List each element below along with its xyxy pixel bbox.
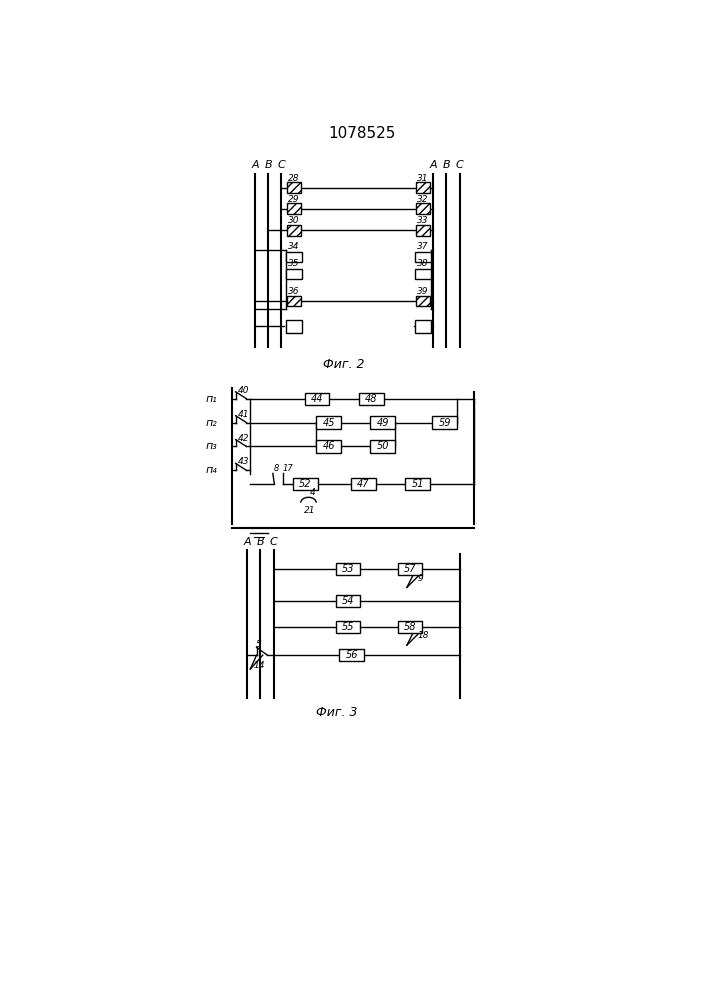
- Text: 50: 50: [377, 441, 389, 451]
- Bar: [287, 182, 300, 193]
- Bar: [336, 620, 361, 633]
- Text: 40: 40: [238, 386, 250, 395]
- Bar: [416, 203, 430, 214]
- Bar: [416, 225, 430, 235]
- Text: B: B: [264, 160, 272, 170]
- Text: 8: 8: [273, 464, 279, 473]
- Text: 4: 4: [310, 488, 316, 497]
- Text: 48: 48: [365, 394, 378, 404]
- Bar: [370, 440, 395, 453]
- Bar: [336, 595, 361, 607]
- Text: C: C: [277, 160, 285, 170]
- Text: 57: 57: [404, 564, 416, 574]
- Text: 59: 59: [438, 418, 451, 428]
- Text: 29: 29: [288, 195, 300, 204]
- Bar: [416, 269, 431, 279]
- Text: 36: 36: [288, 287, 300, 296]
- Text: 44: 44: [311, 394, 323, 404]
- Bar: [287, 296, 300, 306]
- Bar: [397, 563, 422, 575]
- Text: 37: 37: [417, 242, 429, 251]
- Bar: [287, 203, 300, 214]
- Text: 49: 49: [377, 418, 389, 428]
- Text: п₁: п₁: [206, 394, 218, 404]
- Bar: [405, 478, 430, 490]
- Text: 30: 30: [288, 216, 300, 225]
- Bar: [316, 440, 341, 453]
- Text: 38: 38: [417, 259, 429, 268]
- Text: 9: 9: [418, 574, 423, 583]
- Bar: [293, 478, 317, 490]
- Text: 45: 45: [322, 418, 335, 428]
- Text: 52: 52: [299, 479, 312, 489]
- Text: 41: 41: [238, 410, 250, 419]
- Bar: [305, 393, 329, 405]
- Bar: [287, 225, 300, 235]
- Text: 47: 47: [357, 479, 370, 489]
- Bar: [316, 416, 341, 429]
- Text: 43: 43: [238, 457, 250, 466]
- Text: 54: 54: [341, 596, 354, 606]
- Bar: [286, 269, 301, 279]
- Bar: [416, 252, 431, 262]
- Text: 32: 32: [417, 195, 429, 204]
- Text: 14: 14: [253, 661, 264, 670]
- Bar: [339, 649, 364, 661]
- Text: B: B: [443, 160, 450, 170]
- Text: 17: 17: [283, 464, 293, 473]
- Text: 51: 51: [411, 479, 424, 489]
- Text: 1078525: 1078525: [328, 126, 396, 141]
- Bar: [286, 252, 301, 262]
- Text: 55: 55: [341, 622, 354, 632]
- Text: 5: 5: [256, 640, 262, 649]
- Text: 33: 33: [417, 216, 429, 225]
- Text: 21: 21: [304, 506, 316, 515]
- Text: B: B: [257, 537, 264, 547]
- Text: п₄: п₄: [206, 465, 218, 475]
- Bar: [351, 478, 376, 490]
- Bar: [416, 296, 430, 306]
- Text: 42: 42: [238, 434, 250, 443]
- Text: 46: 46: [322, 441, 335, 451]
- Bar: [416, 182, 430, 193]
- Text: Фиг. 3: Фиг. 3: [315, 706, 357, 719]
- Text: A: A: [429, 160, 437, 170]
- Bar: [397, 620, 422, 633]
- Text: 56: 56: [346, 650, 358, 660]
- Text: 39: 39: [417, 287, 429, 296]
- Text: п₂: п₂: [206, 418, 218, 428]
- Bar: [359, 393, 384, 405]
- Bar: [416, 320, 431, 333]
- Text: п₃: п₃: [206, 441, 218, 451]
- Text: Фиг. 2: Фиг. 2: [323, 358, 365, 371]
- Bar: [286, 320, 301, 333]
- Text: 35: 35: [288, 259, 300, 268]
- Text: A: A: [251, 160, 259, 170]
- Text: 31: 31: [417, 174, 429, 183]
- Bar: [336, 563, 361, 575]
- Text: 34: 34: [288, 242, 300, 251]
- Text: 18: 18: [418, 631, 429, 640]
- Bar: [370, 416, 395, 429]
- Text: 53: 53: [341, 564, 354, 574]
- Text: C: C: [270, 537, 277, 547]
- Text: C: C: [456, 160, 464, 170]
- Bar: [433, 416, 457, 429]
- Text: 28: 28: [288, 174, 300, 183]
- Text: A: A: [243, 537, 251, 547]
- Text: 58: 58: [404, 622, 416, 632]
